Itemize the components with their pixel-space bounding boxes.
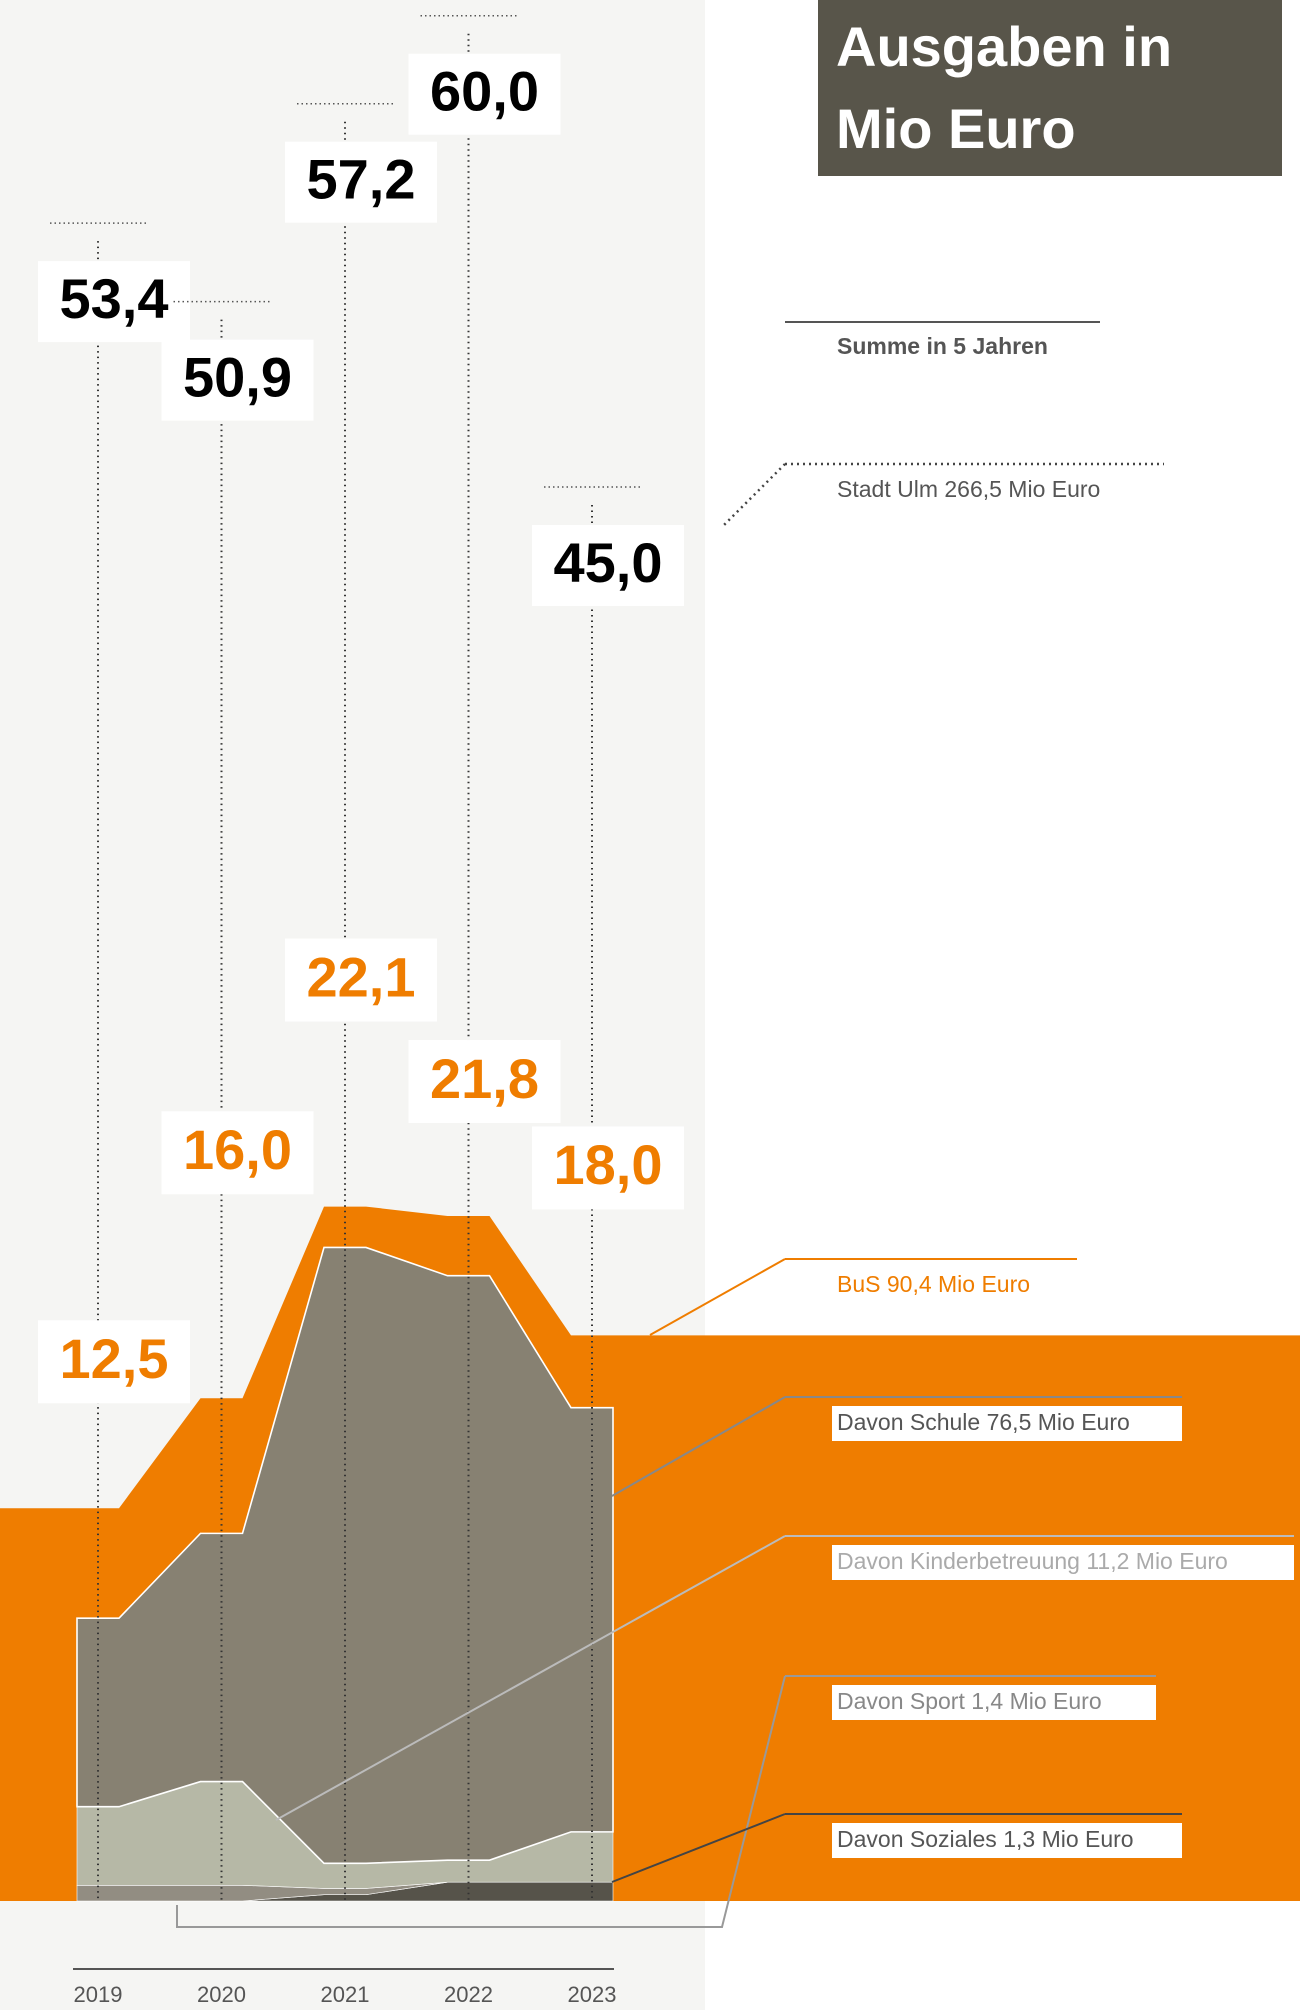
label-box — [38, 261, 190, 343]
legend-title: Summe in 5 Jahren — [837, 333, 1048, 359]
label-box — [408, 1040, 561, 1124]
x-tick-label: 2019 — [74, 1982, 123, 2007]
data-label: 53,4 — [60, 267, 169, 330]
data-label: 45,0 — [554, 531, 663, 594]
label-box — [532, 1126, 684, 1210]
legend-box — [832, 1685, 1156, 1720]
label-box — [161, 1111, 314, 1195]
leader-line — [176, 1675, 786, 1928]
legend-label: Davon Soziales 1,3 Mio Euro — [837, 1826, 1134, 1852]
area — [76, 1246, 614, 1865]
leader-line — [721, 463, 786, 528]
leader-line — [649, 1258, 786, 1336]
data-label: 21,8 — [430, 1047, 539, 1110]
leader-line — [275, 1535, 786, 1821]
data-label: 18,0 — [554, 1133, 663, 1196]
legend-box — [832, 1545, 1294, 1580]
x-tick-label: 2022 — [444, 1982, 493, 2007]
x-tick-label: 2023 — [568, 1982, 617, 2007]
label-box — [408, 53, 561, 135]
legend-box — [832, 1823, 1182, 1858]
chart-title: Ausgaben in Mio Euro — [818, 0, 1282, 176]
leader-line — [611, 1813, 786, 1883]
label-box — [532, 525, 684, 607]
legend-label: BuS 90,4 Mio Euro — [837, 1271, 1030, 1297]
label-box — [285, 141, 437, 223]
leader-line — [611, 1396, 786, 1497]
data-label: 50,9 — [183, 345, 292, 408]
label-box — [38, 1320, 190, 1404]
legend-label: Stadt Ulm 266,5 Mio Euro — [837, 476, 1100, 502]
x-tick-label: 2021 — [321, 1982, 370, 2007]
legend-label: Davon Sport 1,4 Mio Euro — [837, 1688, 1102, 1714]
label-box — [161, 339, 314, 421]
data-label: 22,1 — [307, 945, 416, 1008]
data-label: 12,5 — [60, 1327, 169, 1390]
data-label: 16,0 — [183, 1118, 292, 1181]
data-label: 57,2 — [307, 147, 416, 210]
legend-label: Davon Kinderbetreuung 11,2 Mio Euro — [837, 1548, 1228, 1574]
x-tick-label: 2020 — [197, 1982, 246, 2007]
data-label: 60,0 — [430, 60, 539, 123]
legend-label: Davon Schule 76,5 Mio Euro — [837, 1409, 1130, 1435]
legend-box — [832, 1406, 1182, 1441]
label-box — [285, 938, 437, 1022]
